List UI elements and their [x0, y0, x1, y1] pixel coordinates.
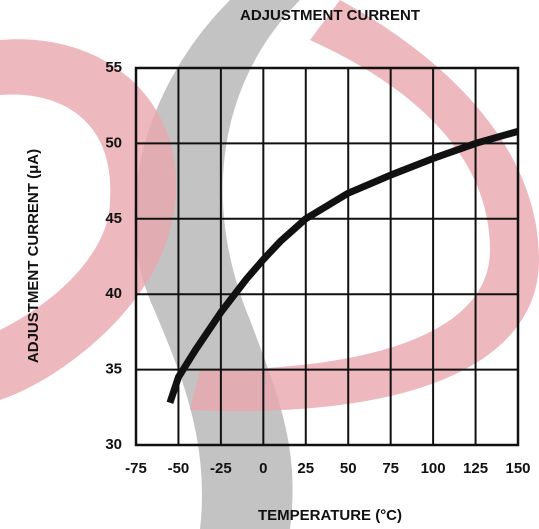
- x-tick-label: -25: [210, 460, 232, 477]
- x-tick-label: 50: [340, 460, 357, 477]
- y-tick-label: 30: [105, 436, 122, 453]
- x-tick-label: -75: [125, 460, 147, 477]
- watermark-gray: [134, 0, 300, 529]
- plot-frame: [134, 66, 520, 447]
- x-tick-label: 150: [505, 460, 530, 477]
- watermark-pink: [190, 0, 539, 412]
- y-axis-label: ADJUSTMENT CURRENT (μA): [25, 149, 42, 363]
- y-tick-label: 35: [105, 361, 122, 378]
- x-tick-label: 0: [259, 460, 267, 477]
- data-line: [166, 127, 519, 404]
- x-tick-label: 25: [297, 460, 314, 477]
- y-tick-label: 50: [105, 134, 122, 151]
- x-tick-label: 75: [382, 460, 399, 477]
- x-tick-label: -50: [168, 460, 190, 477]
- x-tick-label: 125: [463, 460, 488, 477]
- chart-title: ADJUSTMENT CURRENT: [240, 7, 420, 24]
- x-tick-label: 100: [421, 460, 446, 477]
- watermark-pink: [0, 39, 177, 401]
- y-tick-label: 40: [105, 285, 122, 302]
- y-tick-label: 45: [105, 210, 122, 227]
- y-tick-label: 55: [105, 59, 122, 76]
- x-axis-label: TEMPERATURE (°C): [258, 507, 402, 524]
